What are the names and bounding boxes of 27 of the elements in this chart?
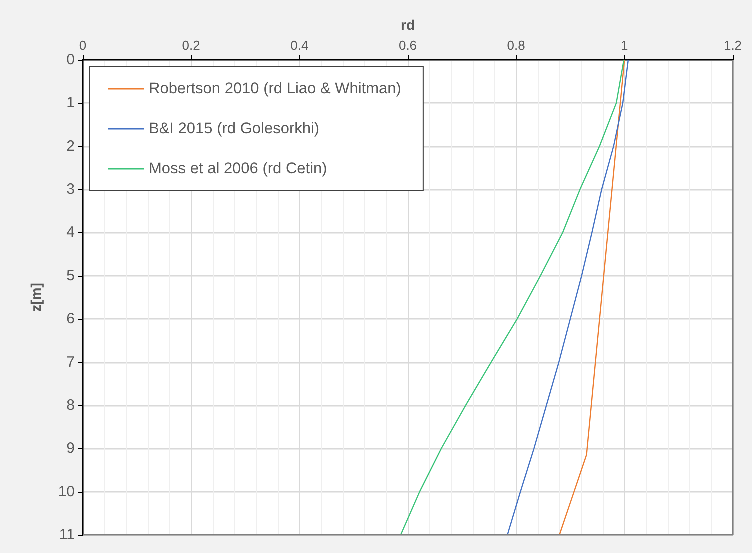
y-tick-label: 3: [66, 181, 75, 198]
x-tick-label: 0: [79, 38, 87, 53]
legend-label: Robertson 2010 (rd Liao & Whitman): [149, 80, 402, 98]
x-tick-label: 0.4: [290, 38, 309, 53]
y-tick-label: 9: [66, 440, 75, 458]
y-tick-label: 10: [58, 483, 75, 500]
line-series: [507, 59, 630, 536]
y-axis-title: z[m]: [28, 283, 44, 312]
y-tick-label: 5: [66, 267, 75, 284]
x-tick-label: 0.6: [398, 38, 418, 53]
y-tick-label: 2: [66, 138, 75, 155]
line-series: [559, 59, 626, 536]
x-tick-label: 1: [621, 38, 628, 53]
x-tick-label: 0.8: [507, 38, 526, 53]
line-series: [400, 59, 625, 536]
y-tick-label: 4: [66, 224, 75, 242]
legend-label: B&I 2015 (rd Golesorkhi): [149, 120, 320, 138]
y-tick-label: 1: [66, 94, 75, 112]
y-tick-label: 0: [66, 52, 75, 68]
y-tick-label: 8: [66, 396, 75, 414]
x-tick-label: 0.2: [182, 38, 200, 53]
y-tick-label: 6: [66, 310, 75, 328]
y-tick-label: 7: [66, 354, 75, 371]
x-tick-label: 1.2: [724, 38, 742, 53]
y-tick-label: 11: [59, 526, 75, 544]
legend-label: Moss et al 2006 (rd Cetin): [149, 160, 328, 178]
x-axis-title: rd: [401, 17, 415, 33]
